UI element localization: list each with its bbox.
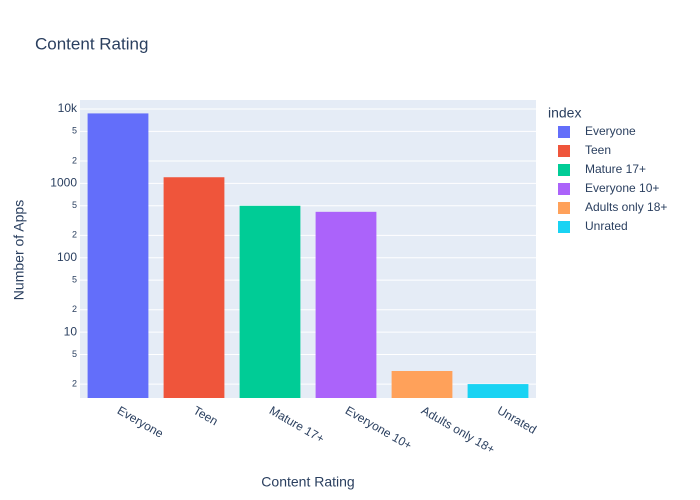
x-tick-label: Unrated [495,403,539,436]
y-axis-title: Number of Apps [11,200,27,300]
bar [163,177,225,398]
legend-label: Mature 17+ [585,162,646,176]
y-tick-label: 10 [64,324,78,338]
legend-label: Adults only 18+ [585,200,667,214]
y-tick-label: 5 [72,126,77,136]
y-tick-label: 100 [57,250,77,264]
y-tick-label: 1000 [50,176,77,190]
y-tick-label: 5 [72,200,77,210]
chart-title: Content Rating [35,34,148,53]
x-tick-label: Mature 17+ [267,403,327,446]
bar [391,370,453,398]
y-tick-label: 5 [72,274,77,284]
legend-label: Everyone [585,124,636,138]
bar [467,384,529,398]
bar [87,113,149,399]
x-tick-label: Adults only 18+ [419,403,497,456]
x-tick-label: Everyone [115,403,166,441]
legend-swatch [558,126,570,138]
y-tick-label: 2 [72,155,77,165]
legend-swatch [558,202,570,214]
y-tick-label: 5 [72,349,77,359]
y-tick-label: 2 [72,230,77,240]
x-tick-label: Teen [191,403,221,428]
legend-label: Unrated [585,219,628,233]
x-tick-label: Everyone 10+ [343,403,414,452]
legend-title: index [548,105,581,121]
legend-swatch [558,183,570,195]
y-tick-label: 10k [58,101,78,115]
plot-area [80,100,536,398]
y-tick-label: 2 [72,304,77,314]
legend-swatch [558,164,570,176]
legend-swatch [558,221,570,233]
y-tick-label: 2 [72,378,77,388]
bar [315,211,377,398]
legend-swatch [558,145,570,157]
x-axis-title: Content Rating [261,474,354,490]
bar [239,205,301,398]
legend-label: Teen [585,143,611,157]
legend-label: Everyone 10+ [585,181,659,195]
